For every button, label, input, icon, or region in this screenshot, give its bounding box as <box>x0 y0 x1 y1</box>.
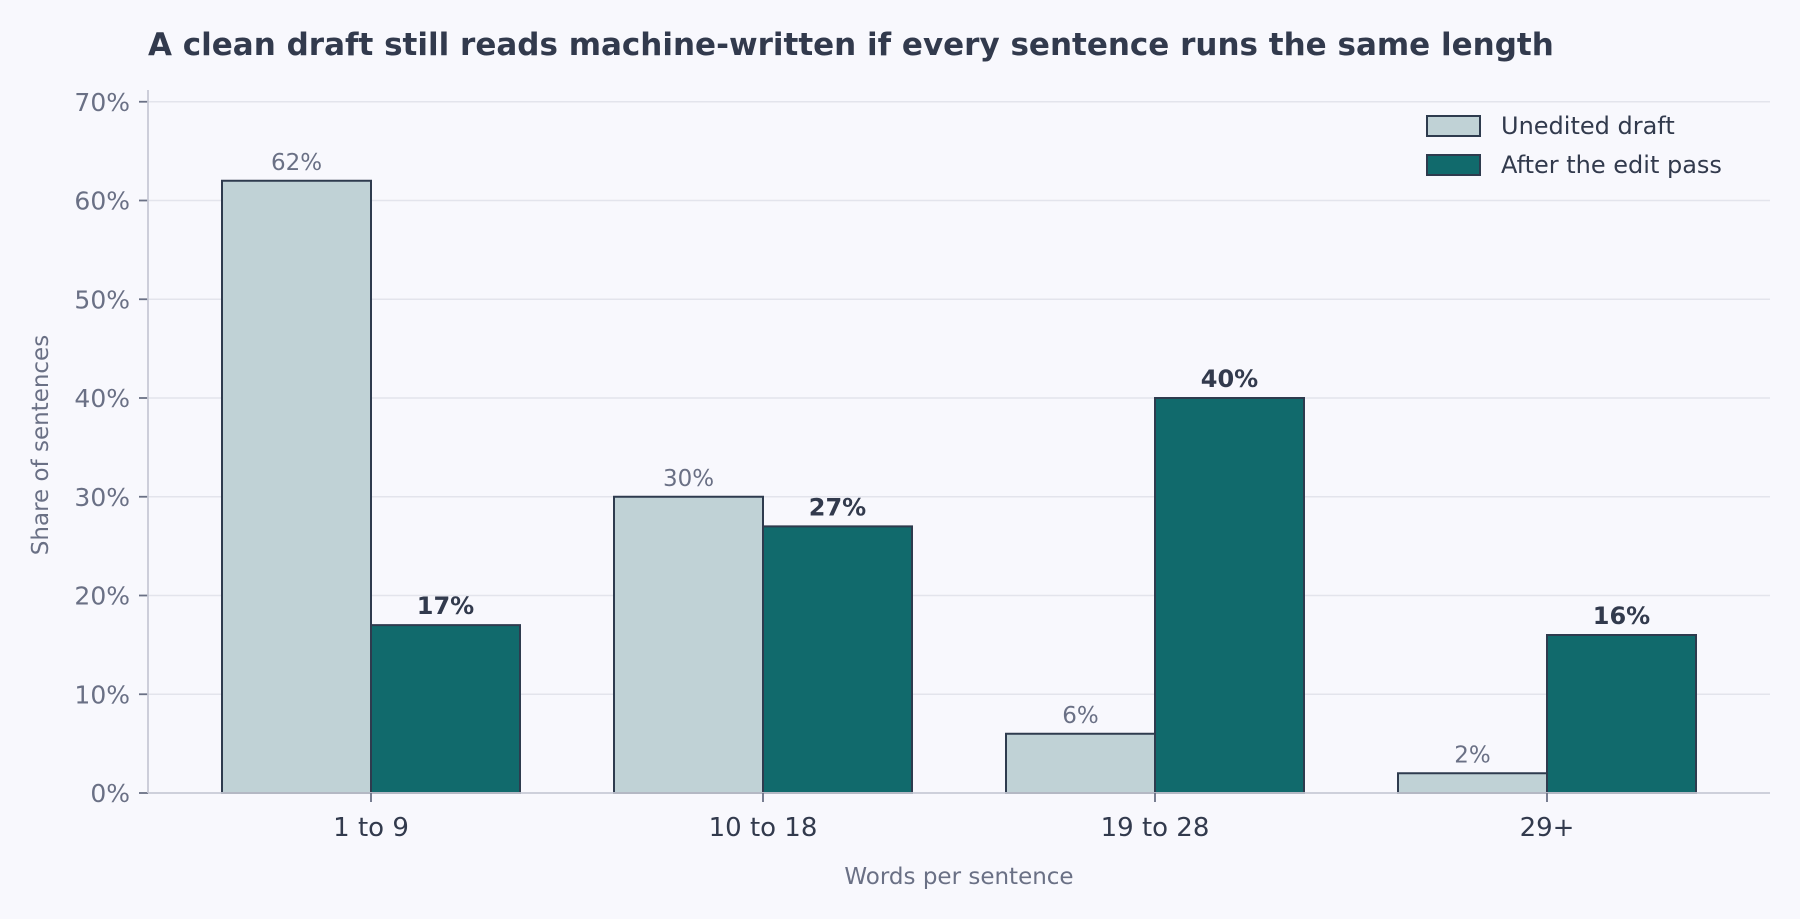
chart-title: A clean draft still reads machine-writte… <box>148 27 1554 63</box>
bar-value-label: 17% <box>417 592 474 620</box>
x-tick-label: 10 to 18 <box>709 813 818 843</box>
y-tick-label: 30% <box>74 483 130 512</box>
bar-value-label: 16% <box>1593 602 1650 630</box>
y-tick-label: 0% <box>90 779 130 808</box>
x-tick-label: 1 to 9 <box>333 813 409 843</box>
bar-value-label: 2% <box>1454 742 1491 768</box>
y-tick-label: 50% <box>74 285 130 314</box>
bar-value-label: 62% <box>271 150 322 176</box>
bar-after-edit-4 <box>1546 634 1697 794</box>
y-axis-label: Share of sentences <box>28 335 54 555</box>
legend-label: After the edit pass <box>1501 151 1722 179</box>
bars <box>221 179 1697 794</box>
bar-after-edit-3 <box>1154 397 1305 794</box>
bar-unedited-1 <box>221 179 372 794</box>
bar-value-label: 40% <box>1201 365 1258 393</box>
bar-value-label: 30% <box>663 466 714 492</box>
legend-label: Unedited draft <box>1501 112 1675 140</box>
y-tick-label: 70% <box>74 88 130 117</box>
bar-value-label: 27% <box>809 493 866 521</box>
y-tick-label: 40% <box>74 384 130 413</box>
y-tick-label: 20% <box>74 582 130 611</box>
data-labels: 62% 30% 6% 2% 17% 27% 40% 16% <box>271 150 1650 769</box>
x-tick-label: 29+ <box>1520 813 1575 843</box>
bar-unedited-3 <box>1005 732 1156 794</box>
gridlines <box>148 101 1770 695</box>
legend-swatch <box>1426 154 1481 176</box>
x-tick-label: 19 to 28 <box>1101 813 1210 843</box>
legend: Unedited draft After the edit pass <box>1426 112 1722 179</box>
legend-swatch <box>1426 115 1481 137</box>
y-tick-label: 10% <box>74 680 130 709</box>
bar-after-edit-1 <box>370 624 521 794</box>
x-axis-label: Words per sentence <box>844 864 1073 890</box>
bar-after-edit-2 <box>762 525 913 794</box>
bar-value-label: 6% <box>1062 703 1099 729</box>
axes: 0% 10% 20% 30% 40% 50% 60% 70% 1 to 9 10 to 18 19 … <box>74 88 1770 843</box>
y-tick-label: 60% <box>74 187 130 216</box>
bar-unedited-2 <box>613 495 764 794</box>
bar-unedited-4 <box>1397 772 1548 794</box>
